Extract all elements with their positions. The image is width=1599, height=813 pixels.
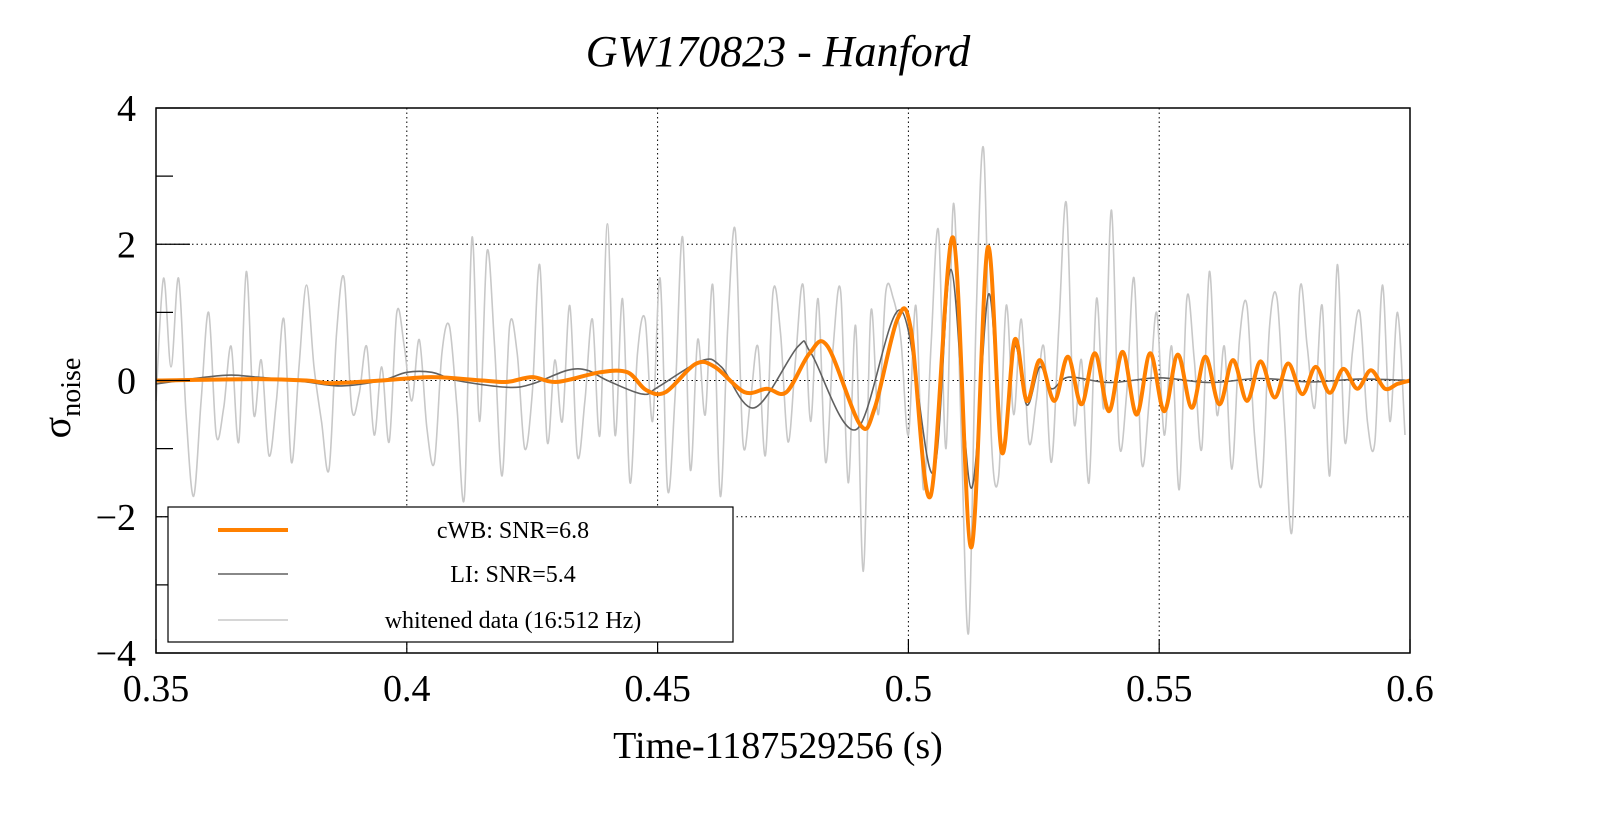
x-tick-label: 0.35 <box>123 668 190 710</box>
x-tick-label: 0.55 <box>1126 668 1193 710</box>
x-tick-label: 0.5 <box>885 668 933 710</box>
chart-title: GW170823 - Hanford <box>586 27 972 76</box>
legend-label-li: LI: SNR=5.4 <box>450 562 576 588</box>
y-tick-label: 4 <box>117 88 136 130</box>
y-axis-label: σnoise <box>34 358 87 439</box>
legend-label-whitened: whitened data (16:512 Hz) <box>385 608 642 634</box>
x-tick-label: 0.4 <box>383 668 431 710</box>
series-cwb <box>156 235 1410 550</box>
y-tick-label: 2 <box>117 224 136 266</box>
y-tick-label: −2 <box>96 497 136 539</box>
y-axis-label-sub: noise <box>56 358 87 417</box>
series-whitened-data <box>156 145 1406 635</box>
axis-ticks: 0.35 0.4 0.45 0.5 0.55 0.6 −4 −2 0 2 4 <box>96 88 1434 710</box>
legend-label-cwb: cWB: SNR=6.8 <box>437 518 589 544</box>
legend: cWB: SNR=6.8 LI: SNR=5.4 whitened data (… <box>167 506 734 643</box>
y-tick-label: 0 <box>117 361 136 403</box>
x-tick-label: 0.6 <box>1386 668 1434 710</box>
svg-text:σnoise: σnoise <box>34 358 87 439</box>
x-tick-label: 0.45 <box>624 668 691 710</box>
y-tick-label: −4 <box>96 633 136 675</box>
x-axis-label: Time-1187529256 (s) <box>613 725 943 767</box>
plot-series <box>156 145 1410 635</box>
y-axis-label-main: σ <box>34 417 79 439</box>
